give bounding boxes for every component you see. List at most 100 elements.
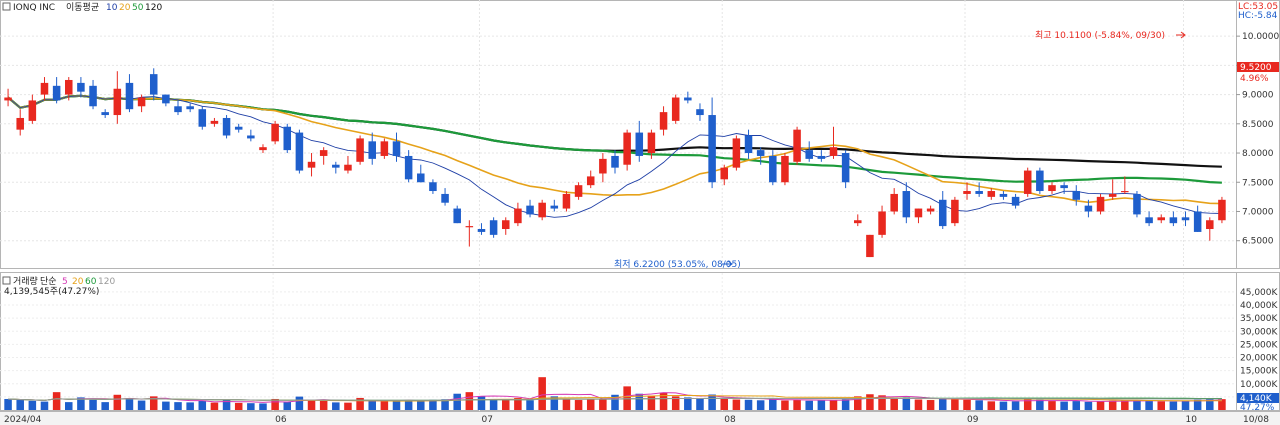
current-price-tag: 9.5200 bbox=[1240, 63, 1272, 73]
date-label: 10 bbox=[1186, 415, 1198, 425]
candle bbox=[696, 103, 704, 121]
volume-bar bbox=[599, 399, 607, 410]
candle bbox=[708, 97, 716, 189]
volume-bar bbox=[574, 400, 583, 410]
candle-body bbox=[1036, 170, 1044, 192]
volume-bar bbox=[696, 398, 704, 410]
candle-body bbox=[1181, 217, 1190, 221]
candle-body bbox=[574, 185, 583, 197]
volume-bar bbox=[538, 377, 546, 410]
menu-icon[interactable] bbox=[2, 2, 11, 11]
volume-bar bbox=[987, 401, 996, 410]
candle-body bbox=[526, 205, 534, 215]
candle-body bbox=[1121, 191, 1129, 193]
candle-body bbox=[332, 164, 340, 168]
candle-body bbox=[77, 82, 85, 92]
candle bbox=[89, 79, 97, 110]
volume-bar bbox=[756, 400, 765, 410]
volume-bar bbox=[441, 399, 449, 410]
candle-body bbox=[64, 79, 73, 95]
date-axis-labels: 2024/04 06 07 08 09 10 10/08 bbox=[4, 415, 1269, 425]
candle-body bbox=[319, 150, 328, 156]
date-label: 2024/04 bbox=[4, 415, 42, 425]
candle bbox=[247, 129, 255, 142]
ma-20-line bbox=[7, 94, 1222, 205]
current-volume-tag-bg bbox=[1237, 393, 1279, 403]
candle-body bbox=[162, 94, 170, 104]
current-volume-pct-tag: 47.27% bbox=[1240, 403, 1275, 413]
volume-bar bbox=[999, 401, 1008, 410]
candle bbox=[975, 182, 983, 197]
candle-body bbox=[174, 106, 182, 113]
volume-bar bbox=[769, 398, 777, 410]
volume-bar bbox=[878, 395, 886, 410]
candle-body bbox=[1048, 185, 1056, 192]
candle-body bbox=[1218, 199, 1226, 221]
volume-bar bbox=[332, 402, 340, 410]
candle bbox=[1108, 179, 1117, 200]
volume-legend: 거래량 단순 5 20 60 120 4,139,545주(47.27%) bbox=[2, 275, 115, 297]
candle-body bbox=[938, 199, 947, 227]
candle-body bbox=[271, 123, 279, 142]
price-panel-frame bbox=[0, 0, 1237, 269]
candle bbox=[465, 220, 474, 247]
candle-body bbox=[222, 117, 231, 136]
volume-moving-averages bbox=[8, 392, 1222, 403]
candle-body bbox=[781, 155, 789, 183]
candle-body bbox=[477, 229, 486, 232]
candle-body bbox=[975, 191, 983, 194]
candle-body bbox=[769, 155, 777, 183]
volume-panel-frame bbox=[0, 272, 1237, 411]
candle-body bbox=[720, 167, 729, 180]
candle-body bbox=[866, 234, 874, 258]
candle bbox=[1096, 193, 1105, 215]
candle-body bbox=[137, 97, 146, 107]
candle-body bbox=[538, 202, 546, 218]
volume-bar bbox=[368, 400, 376, 410]
ma10-label: 10 bbox=[106, 3, 118, 13]
volume-bar bbox=[1011, 401, 1020, 410]
candle-body bbox=[356, 138, 364, 162]
candle bbox=[769, 150, 777, 186]
candle bbox=[987, 188, 996, 200]
volume-bar bbox=[623, 386, 631, 410]
candle-body bbox=[684, 97, 692, 101]
candle bbox=[550, 199, 559, 212]
candle bbox=[186, 103, 194, 113]
volume-bar bbox=[1145, 401, 1153, 410]
candle-body bbox=[52, 85, 61, 101]
volume-bar bbox=[720, 398, 729, 410]
candle bbox=[1181, 211, 1190, 227]
candle bbox=[938, 191, 947, 230]
candle bbox=[999, 191, 1008, 200]
candle-body bbox=[987, 191, 996, 197]
candle bbox=[429, 179, 437, 194]
date-label: 09 bbox=[967, 415, 979, 425]
candle bbox=[234, 123, 243, 133]
candle bbox=[647, 129, 656, 159]
candle bbox=[453, 205, 461, 224]
candle bbox=[162, 94, 170, 107]
candle bbox=[538, 199, 546, 221]
volume-bar bbox=[295, 396, 304, 410]
candle-body bbox=[16, 117, 24, 130]
volume-bar bbox=[89, 399, 97, 410]
volume-bar bbox=[247, 403, 255, 410]
candle bbox=[1206, 217, 1214, 241]
volume-ma-5-line bbox=[8, 392, 1222, 403]
date-axis-strip bbox=[0, 411, 1280, 425]
volume-menu-icon[interactable] bbox=[2, 276, 11, 285]
volume-bar bbox=[526, 400, 534, 410]
candle-body bbox=[841, 153, 850, 183]
candle bbox=[16, 109, 24, 136]
candle-body bbox=[1145, 217, 1153, 224]
current-change-tag: 4.96% bbox=[1240, 74, 1269, 84]
candle-body bbox=[599, 158, 607, 174]
candle-body bbox=[647, 132, 656, 154]
candle bbox=[781, 153, 789, 186]
vol-ma5-label: 5 bbox=[62, 277, 68, 287]
volume-ma-120-line bbox=[8, 397, 1222, 401]
volume-bar bbox=[1206, 399, 1214, 410]
candle bbox=[489, 217, 498, 238]
volume-bar bbox=[307, 400, 316, 410]
